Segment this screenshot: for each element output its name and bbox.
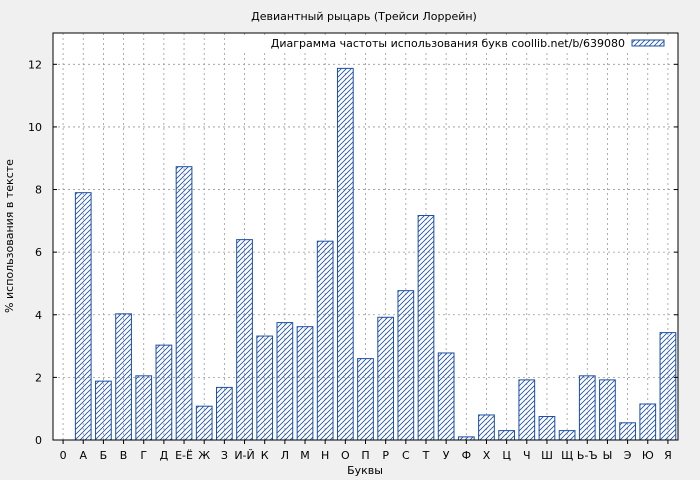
x-tick-label: С	[402, 449, 410, 462]
x-axis-label: Буквы	[347, 464, 383, 477]
x-tick-label: В	[120, 449, 128, 462]
y-axis-label: % использования в тексте	[3, 159, 16, 313]
bar	[417, 215, 435, 441]
x-tick-label: Н	[321, 449, 329, 462]
bar	[558, 430, 576, 441]
legend-label: Диаграмма частоты использования букв coo…	[271, 37, 625, 50]
x-tick-label: Ю	[642, 449, 654, 462]
x-tick-label: Ж	[198, 449, 210, 462]
bar	[336, 67, 354, 441]
x-axis: 0 А Б В Г Д Е-Ё Ж З И-Й К Л М Н О П Р С Т У Ф Х Ц Ч Ш Щ Ь-Ъ Ы Э Ю Я	[60, 440, 672, 462]
y-tick-label: 2	[35, 371, 42, 384]
bar	[518, 379, 536, 441]
chart-title: Девиантный рыцарь (Трейси Лоррейн)	[251, 10, 477, 23]
bar	[639, 403, 657, 441]
x-tick-label: Ч	[523, 449, 531, 462]
x-tick-label: Х	[483, 449, 491, 462]
x-tick-label: Е-Ё	[175, 449, 193, 462]
bar	[478, 414, 495, 441]
bar	[578, 375, 596, 441]
bar	[296, 326, 314, 441]
x-tick-label: У	[443, 449, 450, 462]
bar	[357, 358, 374, 441]
bar	[256, 335, 274, 441]
x-tick-label: К	[261, 449, 269, 462]
y-tick-label: 4	[35, 309, 42, 322]
bar	[619, 422, 636, 441]
x-tick-label: Я	[664, 449, 672, 462]
bar	[175, 166, 193, 441]
y-tick-label: 12	[28, 58, 42, 71]
legend: Диаграмма частоты использования букв coo…	[240, 36, 675, 50]
x-tick-label: З	[221, 449, 228, 462]
bar	[135, 375, 153, 441]
x-tick-label: Щ	[561, 449, 573, 462]
bar	[95, 380, 112, 441]
bar	[538, 416, 556, 441]
x-tick-label: Ш	[541, 449, 553, 462]
bar	[216, 386, 233, 441]
bar	[599, 379, 616, 441]
x-tick-label: Г	[140, 449, 147, 462]
bar	[437, 352, 455, 441]
x-tick-label: М	[300, 449, 310, 462]
x-tick-label: Р	[382, 449, 389, 462]
x-tick-label: Ц	[502, 449, 511, 462]
bar	[397, 290, 415, 441]
x-tick-label: Д	[160, 449, 169, 462]
x-tick-label: 0	[60, 449, 67, 462]
x-tick-label: Ь-Ъ	[577, 449, 598, 462]
x-tick-label: А	[79, 449, 87, 462]
x-tick-label: О	[341, 449, 350, 462]
y-tick-label: 8	[35, 184, 42, 197]
y-tick-label: 0	[35, 434, 42, 447]
legend-background	[240, 36, 675, 50]
y-tick-label: 6	[35, 246, 42, 259]
bar	[115, 313, 132, 441]
bar	[155, 344, 173, 441]
y-tick-label: 10	[28, 121, 42, 134]
bar	[236, 239, 253, 441]
bar	[276, 322, 294, 441]
x-tick-label: Л	[281, 449, 289, 462]
bar	[498, 430, 515, 441]
x-tick-label: П	[361, 449, 369, 462]
y-axis: 0 2 4 6 8 10 12	[28, 58, 678, 447]
bar	[195, 405, 213, 441]
bar	[659, 332, 677, 441]
x-tick-label: Б	[100, 449, 108, 462]
x-tick-label: Т	[422, 449, 430, 462]
legend-swatch	[631, 39, 665, 47]
x-tick-label: Ы	[603, 449, 613, 462]
x-tick-label: И-Й	[234, 449, 254, 462]
bar	[74, 192, 92, 441]
bar	[377, 316, 395, 441]
x-tick-label: Ф	[462, 449, 471, 462]
grid-lines	[53, 33, 678, 440]
x-tick-label: Э	[624, 449, 632, 462]
bar	[316, 240, 334, 441]
